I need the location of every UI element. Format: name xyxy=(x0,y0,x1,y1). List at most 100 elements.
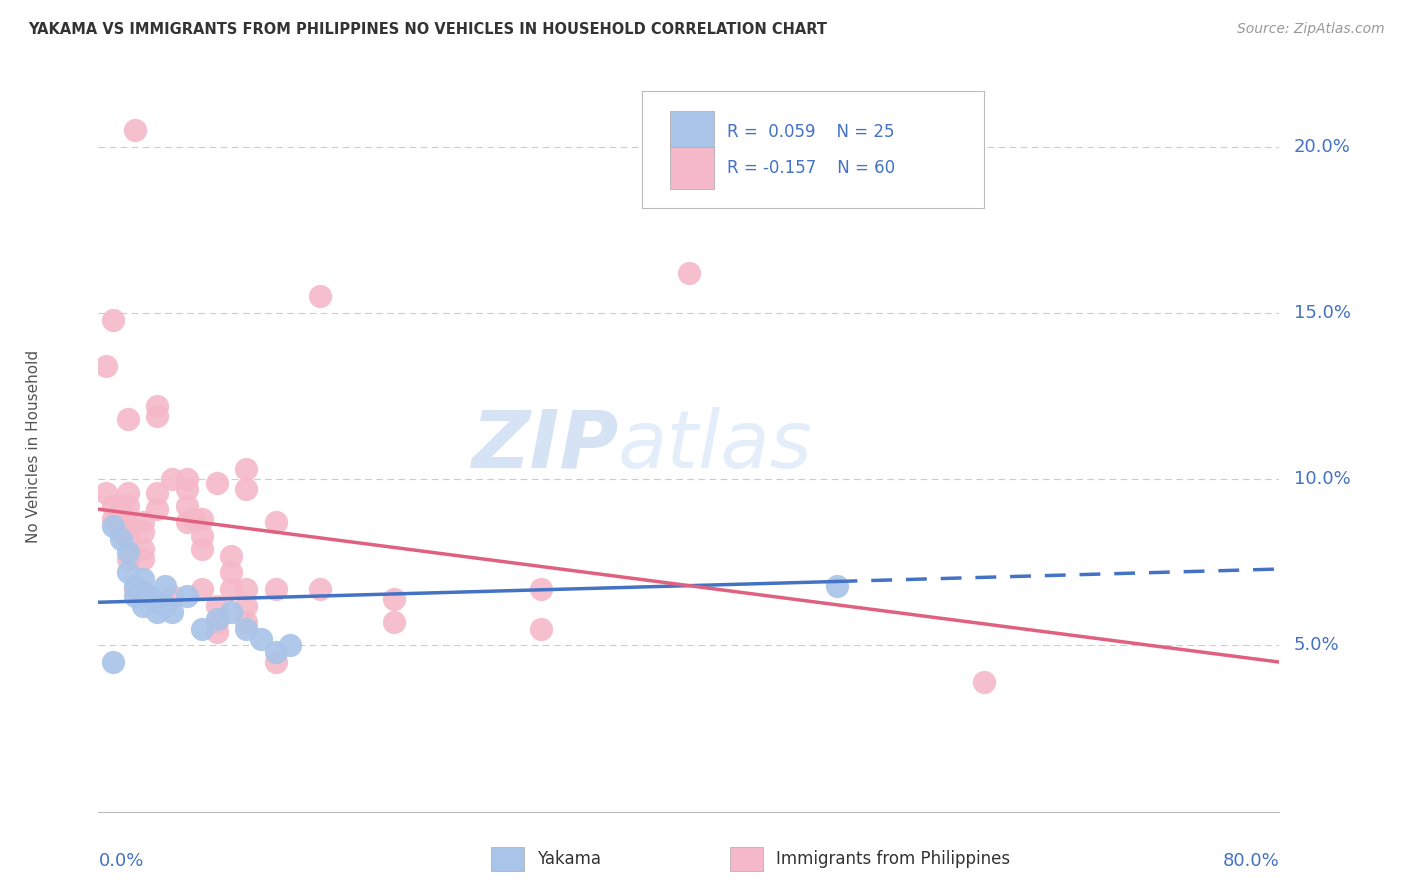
Text: atlas: atlas xyxy=(619,407,813,485)
Point xyxy=(162,589,183,603)
Point xyxy=(191,512,214,526)
Point xyxy=(146,399,169,413)
Point xyxy=(191,622,214,636)
Point xyxy=(250,632,273,646)
Point xyxy=(530,582,553,596)
Point xyxy=(235,599,257,613)
Point xyxy=(205,612,228,626)
Point xyxy=(219,566,242,580)
Point xyxy=(117,518,139,533)
Point xyxy=(117,545,139,559)
Point xyxy=(162,605,183,619)
Point xyxy=(278,639,302,653)
Point xyxy=(110,532,132,546)
Point xyxy=(176,516,198,530)
Text: Source: ZipAtlas.com: Source: ZipAtlas.com xyxy=(1237,22,1385,37)
Text: ZIP: ZIP xyxy=(471,407,619,485)
Text: YAKAMA VS IMMIGRANTS FROM PHILIPPINES NO VEHICLES IN HOUSEHOLD CORRELATION CHART: YAKAMA VS IMMIGRANTS FROM PHILIPPINES NO… xyxy=(28,22,827,37)
Point xyxy=(191,542,214,557)
Point xyxy=(110,525,132,540)
Point xyxy=(103,512,125,526)
Point xyxy=(139,589,162,603)
Point xyxy=(678,266,700,280)
Point xyxy=(132,516,155,530)
FancyBboxPatch shape xyxy=(671,111,714,153)
Point xyxy=(132,552,155,566)
Point xyxy=(153,599,176,613)
Point xyxy=(110,518,132,533)
Point xyxy=(235,615,257,630)
Point xyxy=(205,599,228,613)
Point xyxy=(146,605,169,619)
Point xyxy=(264,582,287,596)
Point xyxy=(219,605,242,619)
Text: 10.0%: 10.0% xyxy=(1294,470,1350,488)
Point xyxy=(235,462,257,476)
Point xyxy=(162,472,183,486)
Point xyxy=(146,485,169,500)
Point xyxy=(124,589,146,603)
Point xyxy=(132,542,155,557)
Point xyxy=(103,655,125,669)
Text: R = -0.157    N = 60: R = -0.157 N = 60 xyxy=(727,159,894,177)
Point xyxy=(382,591,405,606)
Point xyxy=(235,582,257,596)
Point xyxy=(110,499,132,513)
Point xyxy=(176,482,198,496)
Point xyxy=(825,579,848,593)
Text: R =  0.059    N = 25: R = 0.059 N = 25 xyxy=(727,123,894,141)
FancyBboxPatch shape xyxy=(641,91,984,209)
Point xyxy=(191,582,214,596)
Point xyxy=(176,499,198,513)
Text: 80.0%: 80.0% xyxy=(1223,852,1279,870)
Point xyxy=(205,615,228,630)
Point xyxy=(219,582,242,596)
Point xyxy=(309,582,332,596)
Point xyxy=(117,412,139,426)
Point xyxy=(183,512,205,526)
Point xyxy=(191,529,214,543)
Point xyxy=(309,289,332,303)
Point xyxy=(176,472,198,486)
Point xyxy=(205,475,228,490)
Text: 15.0%: 15.0% xyxy=(1294,304,1351,322)
Point xyxy=(117,499,139,513)
Point xyxy=(103,518,125,533)
Point xyxy=(205,625,228,640)
Point xyxy=(153,579,176,593)
Point xyxy=(146,595,169,609)
Point xyxy=(132,599,155,613)
Point xyxy=(124,579,146,593)
Point xyxy=(117,485,139,500)
Text: 20.0%: 20.0% xyxy=(1294,137,1351,156)
Point xyxy=(146,409,169,423)
Point xyxy=(146,502,169,516)
Point xyxy=(94,359,117,374)
Point xyxy=(132,525,155,540)
Point xyxy=(132,585,155,599)
Point xyxy=(176,589,198,603)
Point xyxy=(530,622,553,636)
Point xyxy=(973,675,995,690)
Point xyxy=(264,516,287,530)
Point xyxy=(382,615,405,630)
Point xyxy=(235,622,257,636)
Point xyxy=(124,123,146,137)
Point xyxy=(235,482,257,496)
Text: 0.0%: 0.0% xyxy=(98,852,143,870)
Point xyxy=(94,485,117,500)
Text: Yakama: Yakama xyxy=(537,849,602,868)
Point xyxy=(117,532,139,546)
Text: No Vehicles in Household: No Vehicles in Household xyxy=(25,350,41,542)
Point xyxy=(132,585,155,599)
Point xyxy=(110,506,132,520)
FancyBboxPatch shape xyxy=(671,147,714,188)
Point xyxy=(103,312,125,326)
Text: 5.0%: 5.0% xyxy=(1294,637,1340,655)
Point xyxy=(103,499,125,513)
Text: Immigrants from Philippines: Immigrants from Philippines xyxy=(776,849,1011,868)
Point xyxy=(219,549,242,563)
Point xyxy=(264,655,287,669)
Point xyxy=(117,552,139,566)
Point xyxy=(117,566,139,580)
